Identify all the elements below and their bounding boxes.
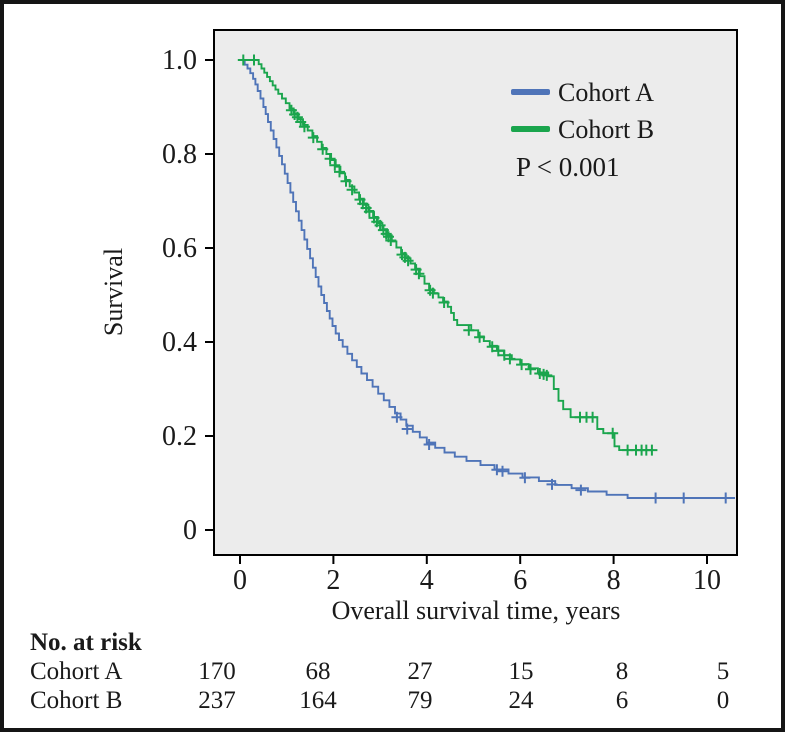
risk-count: 8 xyxy=(616,658,629,685)
censor-mark-cohort-b xyxy=(324,153,336,165)
censor-mark-cohort-b xyxy=(504,353,516,365)
risk-count: 6 xyxy=(616,687,629,714)
p-value-annotation: P < 0.001 xyxy=(516,152,620,182)
risk-table-values: 170 68 27 15 8 5 237 164 79 24 6 0 xyxy=(198,658,729,714)
x-tick-label: 0 xyxy=(233,565,247,596)
censor-mark-cohort-a xyxy=(491,464,503,476)
censor-mark-cohort-b xyxy=(498,349,510,361)
censor-mark-cohort-a xyxy=(401,423,413,435)
x-axis-title: Overall survival time, years xyxy=(332,596,621,625)
censor-mark-cohort-b xyxy=(427,287,439,299)
legend-swatch-cohort-a xyxy=(511,89,550,95)
risk-count: 15 xyxy=(509,658,534,685)
legend: Cohort A Cohort B P < 0.001 xyxy=(511,78,654,182)
censor-mark-cohort-b xyxy=(298,121,310,133)
censor-mark-cohort-b xyxy=(438,297,450,308)
x-tick-label: 2 xyxy=(326,565,340,596)
censor-mark-cohort-b xyxy=(307,132,319,144)
y-tick-label: 0.4 xyxy=(162,327,197,358)
censor-mark-cohort-a xyxy=(546,478,558,490)
risk-count: 237 xyxy=(198,687,236,714)
x-tick-label: 4 xyxy=(420,565,434,596)
risk-row-label-cohort-b: Cohort B xyxy=(30,687,122,714)
legend-swatch-cohort-b xyxy=(511,126,550,132)
censor-mark-cohort-a xyxy=(423,439,435,450)
risk-count: 79 xyxy=(408,687,433,714)
censor-mark-cohort-a xyxy=(391,411,403,423)
y-tick-label: 0 xyxy=(183,515,197,546)
censor-mark-cohort-b xyxy=(607,427,619,439)
legend-label-cohort-a: Cohort A xyxy=(558,78,654,107)
legend-label-cohort-b: Cohort B xyxy=(558,115,654,144)
y-axis-title: Survival xyxy=(99,248,128,336)
censor-mark-cohort-a xyxy=(720,492,732,504)
censor-mark-cohort-b xyxy=(340,175,352,187)
y-tick-label: 0.8 xyxy=(162,139,197,170)
censor-mark-cohort-b xyxy=(413,268,425,280)
risk-count: 5 xyxy=(717,658,730,685)
y-tick-label: 0.6 xyxy=(162,233,197,264)
censor-mark-cohort-b xyxy=(492,345,504,357)
censor-mark-cohort-a xyxy=(575,484,587,496)
censor-mark-cohort-b xyxy=(474,331,486,343)
censor-mark-cohort-a xyxy=(650,492,662,504)
y-tick-label: 1.0 xyxy=(162,45,197,76)
risk-table-header: No. at risk xyxy=(30,629,142,656)
censor-mark-cohort-b xyxy=(385,235,397,246)
survival-curve-cohort-a xyxy=(240,59,735,499)
censor-mark-cohort-a xyxy=(497,465,508,477)
censor-mark-cohort-b xyxy=(363,206,375,218)
censor-mark-cohort-b xyxy=(402,255,414,267)
censor-mark-cohort-b xyxy=(317,143,329,155)
risk-count: 0 xyxy=(717,687,730,714)
y-tick-label: 0.2 xyxy=(162,421,197,452)
censor-mark-cohort-b xyxy=(486,341,498,353)
censor-mark-cohort-b xyxy=(329,159,341,171)
risk-count: 68 xyxy=(306,658,331,685)
risk-count: 24 xyxy=(509,687,535,714)
censor-mark-cohort-a xyxy=(678,492,690,504)
censor-mark-cohort-b xyxy=(516,359,528,371)
x-tick-label: 8 xyxy=(607,565,621,596)
censor-mark-cohort-b xyxy=(541,369,553,381)
plot-border xyxy=(213,29,738,556)
axes: 0 2 4 6 8 10 1.0 0.8 0.6 0.4 0.2 0 xyxy=(162,45,721,596)
km-survival-chart: 0 2 4 6 8 101.00.80.60.40.20 Survival Overall… xyxy=(30,29,738,714)
censor-mark-cohort-b xyxy=(587,411,599,423)
risk-count: 170 xyxy=(198,658,236,685)
censor-mark-cohort-b xyxy=(525,363,536,375)
risk-count: 164 xyxy=(299,687,337,714)
censor-mark-cohort-b xyxy=(646,444,658,456)
x-tick-label: 6 xyxy=(513,565,527,596)
censor-mark-cohort-b xyxy=(248,54,260,66)
censor-mark-cohort-b xyxy=(237,54,249,66)
x-tick-label: 10 xyxy=(693,565,721,596)
risk-row-label-cohort-a: Cohort A xyxy=(30,658,122,685)
risk-count: 27 xyxy=(408,658,433,685)
survival-curves xyxy=(237,54,735,504)
censor-mark-cohort-b xyxy=(334,166,345,178)
censor-mark-cohort-a xyxy=(519,472,531,484)
censor-mark-cohort-b xyxy=(463,324,475,336)
censor-mark-cohort-b xyxy=(346,184,358,196)
risk-table: No. at risk Cohort A Cohort B 170 68 27 15 8… xyxy=(30,629,729,714)
